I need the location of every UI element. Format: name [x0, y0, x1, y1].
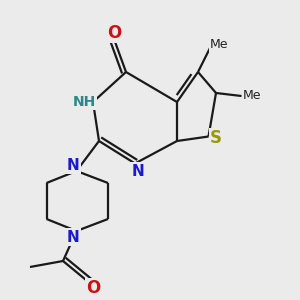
Text: N: N	[132, 164, 144, 178]
Text: S: S	[210, 129, 222, 147]
Text: NH: NH	[72, 95, 96, 109]
Text: O: O	[107, 24, 121, 42]
Text: N: N	[67, 158, 80, 172]
Text: Me: Me	[210, 38, 228, 52]
Text: Me: Me	[243, 89, 261, 103]
Text: N: N	[67, 230, 80, 244]
Text: O: O	[86, 279, 100, 297]
